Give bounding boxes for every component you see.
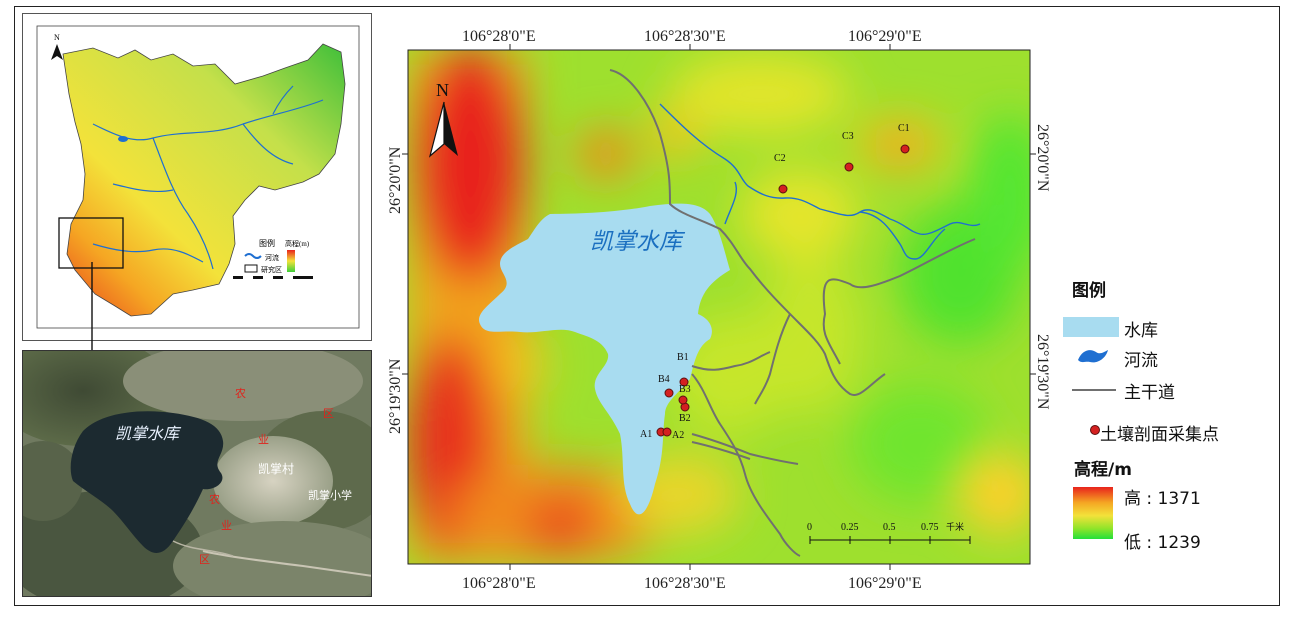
bottom-lon-label: 106°29'0"E — [848, 575, 922, 592]
left-lat-label: 26°20'0"N — [387, 146, 404, 214]
svg-text:A2: A2 — [672, 430, 684, 441]
svg-text:农: 农 — [235, 386, 246, 400]
svg-text:业: 业 — [258, 433, 269, 446]
top-lon-label: 106°28'30"E — [644, 28, 726, 45]
overview-lake — [118, 136, 128, 142]
svg-text:农: 农 — [209, 492, 220, 506]
svg-text:C1: C1 — [898, 123, 910, 134]
svg-text:区: 区 — [199, 554, 210, 566]
main-map: C1 C2 C3 B1 B2 B3 B4 A1 A2 凯掌水库 N 0 0.25 — [387, 28, 1051, 592]
legend-road-label: 主干道 — [1124, 383, 1175, 403]
graticule-labels: 106°28'0"E 106°28'30"E 106°29'0"E 106°28… — [387, 28, 1051, 592]
right-lat-label: 26°19'30"N — [1034, 334, 1051, 410]
svg-text:B4: B4 — [658, 374, 670, 385]
satellite-reservoir — [70, 411, 224, 553]
legend-river-label: 河流 — [1124, 351, 1158, 371]
legend-elevation-title: 高程/m — [1074, 460, 1132, 480]
reservoir-label: 凯掌水库 — [590, 229, 686, 254]
svg-text:B1: B1 — [677, 352, 689, 363]
overview-legend: 图例 河流 研究区 高程(m) — [233, 238, 313, 279]
road-lines — [609, 69, 976, 557]
satellite-village-label: 凯掌村 — [258, 462, 294, 476]
svg-text:B2: B2 — [679, 413, 691, 424]
overview-north-arrow: N — [51, 33, 63, 60]
svg-text:0: 0 — [807, 522, 812, 533]
road-line-swatch — [1072, 389, 1116, 391]
sample-points — [656, 144, 910, 437]
river-lines — [659, 103, 981, 260]
svg-text:B3: B3 — [679, 384, 691, 395]
legend-reservoir-swatch — [1063, 317, 1119, 337]
overview-legend-elev: 高程(m) — [285, 239, 310, 248]
svg-text:0.75: 0.75 — [921, 522, 939, 533]
satellite-image: 凯掌水库 凯掌村 凯掌小学 农 业 区 农 业 区 — [22, 350, 372, 597]
elevation-raster: C1 C2 C3 B1 B2 B3 B4 A1 A2 凯掌水库 N 0 0.25 — [408, 50, 1030, 564]
bottom-lon-label: 106°28'30"E — [644, 575, 726, 592]
overview-legend-title: 图例 — [259, 238, 275, 248]
svg-text:业: 业 — [221, 519, 232, 532]
svg-text:区: 区 — [323, 408, 334, 420]
overview-legend-study: 研究区 — [261, 265, 282, 274]
north-arrow: N — [428, 80, 458, 158]
svg-text:A1: A1 — [640, 429, 652, 440]
bottom-lon-label: 106°28'0"E — [462, 575, 536, 592]
svg-text:0.5: 0.5 — [883, 522, 896, 533]
right-lat-label: 26°20'0"N — [1034, 124, 1051, 192]
reservoir-polygon — [479, 203, 730, 515]
svg-text:N: N — [54, 33, 60, 42]
svg-text:0.25: 0.25 — [841, 522, 859, 533]
figure-frame — [14, 6, 1280, 606]
sample-point-icon — [1090, 425, 1100, 435]
svg-text:C2: C2 — [774, 153, 786, 164]
svg-text:千米: 千米 — [946, 521, 964, 532]
overview-neatline — [36, 25, 360, 329]
satellite-zone-labels: 农 业 区 农 业 区 — [199, 386, 334, 566]
top-lon-label: 106°28'0"E — [462, 28, 536, 45]
main-map-neatline — [407, 49, 1031, 565]
legend-title: 图例 — [1072, 281, 1106, 301]
svg-text:N: N — [436, 80, 449, 100]
left-lat-label: 26°19'30"N — [387, 358, 404, 434]
satellite-reservoir-label: 凯掌水库 — [115, 425, 182, 443]
legend-sample-label: 土壤剖面采集点 — [1100, 425, 1219, 445]
overview-legend-river: 河流 — [265, 253, 279, 262]
river-icon — [1078, 350, 1108, 363]
overview-map: N 图例 河流 研究区 高程(m) — [22, 13, 372, 341]
study-area-box — [58, 217, 124, 269]
elevation-color-ramp — [1073, 487, 1113, 539]
sample-point-labels: C1 C2 C3 B1 B2 B3 B4 A1 A2 — [640, 123, 910, 441]
elevation-high-label: 高 : 1371 — [1124, 489, 1201, 509]
scale-bar: 0 0.25 0.5 0.75 千米 — [807, 521, 971, 544]
legend-reservoir-label: 水库 — [1124, 321, 1158, 341]
elevation-low-label: 低 : 1239 — [1124, 533, 1201, 553]
graticule-ticks — [402, 44, 1036, 570]
svg-text:C3: C3 — [842, 131, 854, 142]
satellite-school-label: 凯掌小学 — [308, 488, 352, 502]
top-lon-label: 106°29'0"E — [848, 28, 922, 45]
